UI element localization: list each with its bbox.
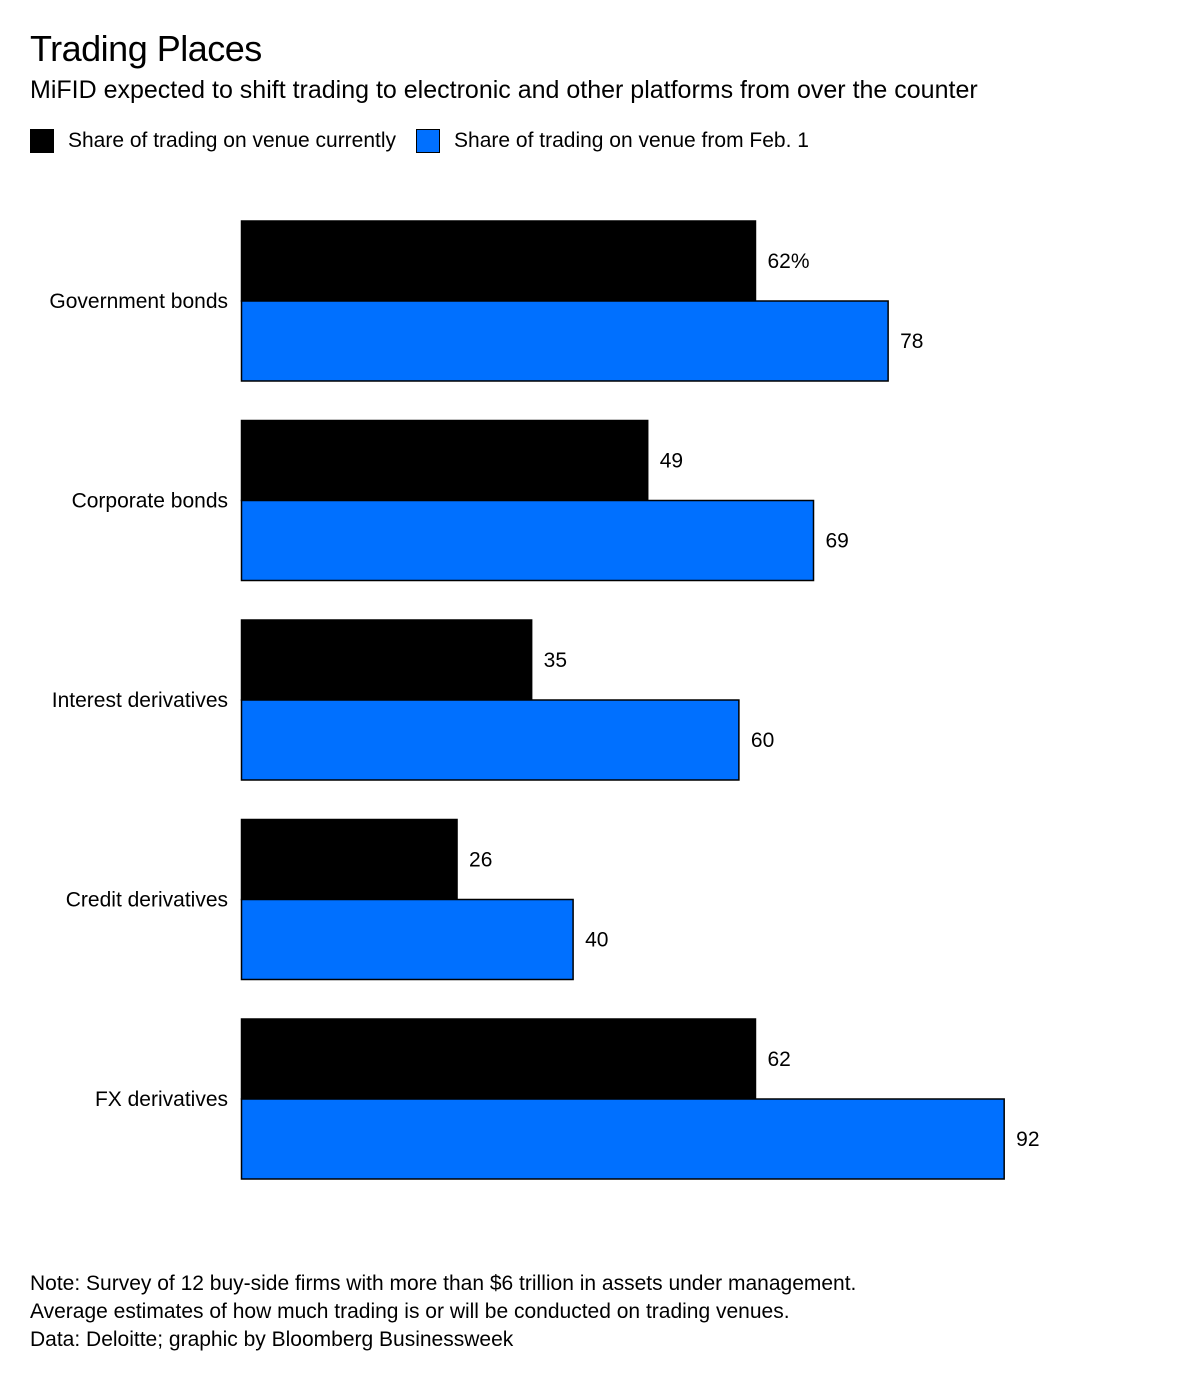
- note-line-3: Data: Deloitte; graphic by Bloomberg Bus…: [30, 1328, 514, 1351]
- category-label-interest-derivatives: Interest derivatives: [52, 689, 228, 712]
- bar-future-interest-derivatives: [240, 699, 740, 781]
- legend-label-current: Share of trading on venue currently: [68, 129, 397, 152]
- data-label-future-fx-derivatives: 92: [1016, 1128, 1039, 1151]
- category-label-government-bonds: Government bonds: [49, 290, 228, 313]
- legend-item-current: Share of trading on venue currently: [30, 129, 396, 153]
- data-label-future-government-bonds: 78: [900, 330, 923, 353]
- bar-future-fx-derivatives: [240, 1098, 1005, 1180]
- data-label-future-corporate-bonds: 69: [826, 530, 849, 553]
- category-label-fx-derivatives: FX derivatives: [95, 1088, 228, 1111]
- chart-subtitle: MiFID expected to shift trading to elect…: [30, 76, 978, 104]
- note-line-1: Note: Survey of 12 buy-side firms with m…: [30, 1272, 857, 1295]
- data-label-current-fx-derivatives: 62: [767, 1048, 790, 1071]
- bar-future-corporate-bonds: [240, 499, 815, 582]
- legend-item-future: Share of trading on venue from Feb. 1: [416, 129, 809, 153]
- legend-swatch-current: [30, 129, 54, 153]
- category-label-corporate-bonds: Corporate bonds: [72, 490, 228, 513]
- bar-current-government-bonds: [240, 220, 757, 302]
- data-label-future-interest-derivatives: 60: [751, 729, 774, 752]
- data-label-current-interest-derivatives: 35: [544, 649, 567, 672]
- chart-notes: Note: Survey of 12 buy-side firms with m…: [30, 1270, 856, 1354]
- legend-label-future: Share of trading on venue from Feb. 1: [454, 129, 809, 152]
- bar-current-interest-derivatives: [240, 619, 533, 701]
- bar-current-credit-derivatives: [240, 818, 458, 901]
- category-label-credit-derivatives: Credit derivatives: [66, 889, 228, 912]
- data-label-current-credit-derivatives: 26: [469, 849, 492, 872]
- chart-title: Trading Places: [30, 28, 262, 69]
- data-label-future-credit-derivatives: 40: [585, 929, 608, 952]
- bar-current-corporate-bonds: [240, 419, 649, 502]
- legend: Share of trading on venue currently Shar…: [30, 129, 829, 153]
- bar-future-credit-derivatives: [240, 898, 574, 981]
- data-label-current-government-bonds: 62%: [767, 250, 809, 273]
- bar-chart: Government bonds 62% 78 Corporate bonds 49 69…: [49, 220, 1040, 1180]
- bar-future-government-bonds: [240, 300, 889, 382]
- legend-swatch-future: [416, 129, 441, 153]
- data-label-current-corporate-bonds: 49: [660, 450, 683, 473]
- note-line-2: Average estimates of how much trading is…: [30, 1300, 790, 1323]
- bar-current-fx-derivatives: [240, 1018, 757, 1100]
